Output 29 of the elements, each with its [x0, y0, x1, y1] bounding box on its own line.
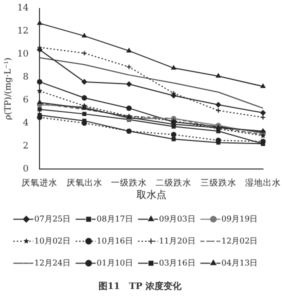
legend-label: 04月13日 — [221, 258, 258, 268]
legend-label: 11月20日 — [159, 236, 196, 246]
y-tick-label: 14 — [17, 4, 29, 14]
text: 图11 TP 浓度变化 — [98, 280, 183, 292]
legend-label: 10月02日 — [34, 236, 71, 246]
legend-label: 03月16日 — [159, 258, 196, 268]
x-axis-title: 取水点 — [136, 188, 166, 201]
y-tick-label: 10 — [17, 50, 29, 60]
legend-label: 08月17日 — [96, 214, 133, 224]
legend-label: 12月24日 — [34, 258, 71, 268]
legend-label: 09月03日 — [159, 214, 196, 224]
x-tick-label: 湿地出水 — [245, 177, 281, 188]
y-tick-label: 6 — [22, 96, 29, 106]
x-tick-label: 厌氧出水 — [66, 177, 102, 188]
legend-label: 07月25日 — [34, 214, 71, 224]
legend-label: 01月10日 — [96, 258, 133, 268]
y-tick-label: 8 — [22, 72, 29, 83]
y-axis-title: ρ(TP)/(mg·L⁻¹) — [3, 58, 14, 120]
y-tick-label: 0 — [22, 164, 29, 174]
x-tick-label: 二级跌水 — [156, 177, 192, 188]
x-tick-label: 一级跌水 — [110, 177, 147, 188]
y-tick-label: 4 — [22, 118, 29, 128]
y-tick-label: 2 — [22, 141, 29, 152]
x-tick-label: 三级跌水 — [200, 177, 236, 188]
legend-label: 10月16日 — [96, 236, 133, 246]
y-tick-label: 12 — [17, 26, 29, 37]
legend-label: 09月19日 — [221, 214, 258, 224]
x-tick-label: 厌氧进水 — [22, 177, 58, 188]
legend-label: 12月02日 — [221, 236, 258, 246]
